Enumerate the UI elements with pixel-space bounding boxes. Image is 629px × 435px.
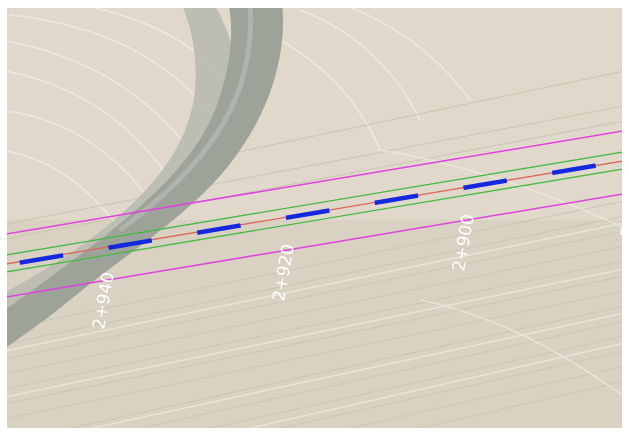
terrain-light-patch	[0, 0, 629, 220]
corridor-outer-top	[7, 130, 622, 235]
corridor-outer-bottom	[7, 193, 622, 298]
dry-wash-highlight	[118, 8, 254, 232]
arc-tracks	[7, 8, 471, 231]
corridor-inner-bottom	[7, 168, 622, 273]
corridor-inner-top	[7, 151, 622, 256]
dry-wash	[7, 8, 284, 348]
dashed-alignment	[7, 158, 622, 268]
field-rows	[7, 70, 622, 428]
